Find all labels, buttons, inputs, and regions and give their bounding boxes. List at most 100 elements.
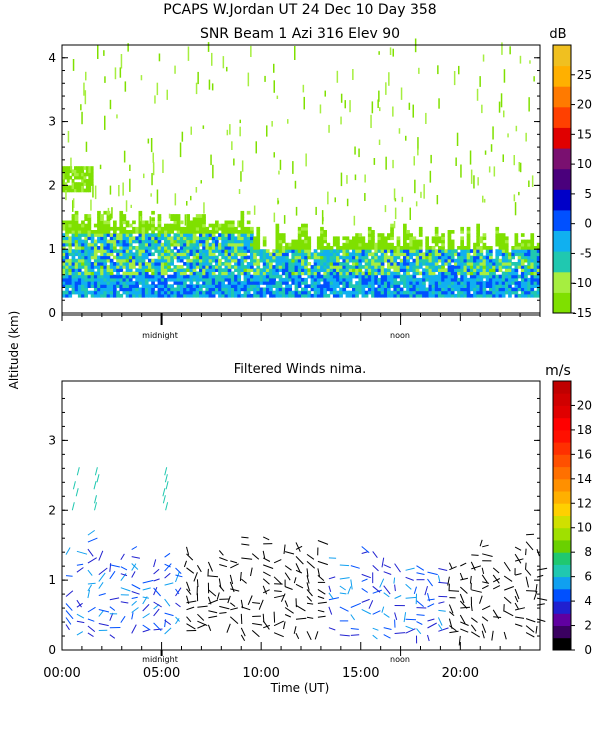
snr-cell	[377, 262, 382, 266]
snr-cell	[527, 290, 531, 295]
snr-cell	[97, 258, 101, 263]
snr-cell	[250, 239, 254, 244]
snr-cell	[202, 274, 206, 279]
snr-cell	[438, 268, 442, 272]
snr-cell	[205, 236, 210, 241]
wind-barb	[492, 567, 500, 574]
wind-barb	[427, 592, 431, 602]
wind-barb	[283, 621, 286, 630]
snr-cell	[154, 242, 159, 247]
snr-cell	[119, 210, 124, 215]
snr-cell	[524, 255, 528, 260]
snr-cell	[76, 175, 80, 180]
wind-barb	[109, 634, 116, 639]
snr-cell	[307, 274, 312, 279]
snr-cell	[71, 284, 76, 288]
snr-cell	[256, 246, 261, 250]
snr-cell	[195, 249, 200, 253]
snr-cell	[167, 239, 171, 244]
wind-barb	[372, 627, 379, 631]
snr-cell	[361, 287, 366, 292]
snr-cell	[78, 172, 82, 177]
snr-cell	[81, 252, 85, 257]
snr-cell	[304, 293, 308, 298]
snr-cell	[138, 281, 143, 285]
wind-barb	[447, 576, 450, 586]
snr-cell	[524, 249, 528, 253]
snr-cell	[291, 252, 296, 257]
snr-cell	[68, 242, 73, 247]
wind-barb	[131, 596, 138, 599]
snr-cell	[119, 274, 124, 279]
snr-cell	[211, 290, 216, 295]
wind-barb	[186, 606, 195, 611]
wind-barb	[479, 539, 483, 547]
snr-cell	[387, 290, 391, 295]
wind-barb	[306, 582, 310, 591]
snr-cell	[495, 233, 500, 237]
snr-speck	[162, 159, 164, 173]
snr-cell	[199, 230, 203, 234]
snr-cell	[511, 287, 515, 292]
snr-cell	[97, 268, 101, 272]
snr-cell	[403, 281, 407, 285]
snr-speck	[247, 72, 250, 87]
snr-cell	[100, 287, 104, 292]
snr-cell	[62, 169, 65, 174]
snr-cell	[205, 226, 210, 231]
snr-cell	[195, 242, 200, 247]
snr-cell	[128, 249, 133, 253]
wind-barb	[295, 632, 300, 640]
snr-cell	[240, 255, 245, 260]
snr-cell	[77, 287, 82, 292]
snr-cell	[431, 246, 436, 250]
snr-speck	[456, 132, 459, 146]
snr-cell	[69, 175, 73, 180]
snr-cell	[501, 255, 506, 260]
wind-barb	[273, 632, 284, 638]
snr-cell	[160, 258, 165, 263]
snr-cell	[412, 281, 417, 285]
snr-cell	[524, 281, 528, 285]
snr-cell	[246, 242, 251, 247]
wind-barb-high	[165, 481, 169, 490]
snr-cell	[221, 268, 225, 272]
snr-cell	[498, 265, 503, 269]
snr-cell	[243, 258, 248, 263]
snr-speck	[195, 187, 198, 193]
snr-cell	[278, 246, 283, 250]
snr-cell	[536, 274, 541, 279]
snr-cell	[310, 255, 315, 260]
snr-cell	[434, 233, 439, 237]
snr-cell	[109, 258, 114, 263]
snr-cell	[377, 255, 382, 260]
wind-barb	[427, 598, 435, 601]
snr-cell	[272, 255, 276, 260]
snr-cell	[103, 249, 108, 253]
snr-cell	[294, 271, 299, 276]
snr-cell	[380, 239, 385, 244]
snr-cell	[530, 281, 535, 285]
snr-cell	[132, 265, 136, 269]
snr-cell	[234, 284, 238, 288]
wind-barb	[226, 623, 231, 633]
snr-cell	[479, 284, 484, 288]
snr-speck	[174, 193, 177, 206]
snr-cell	[81, 290, 85, 295]
snr-cell	[81, 255, 85, 260]
snr-cell	[65, 284, 69, 288]
wind-barb	[109, 570, 116, 580]
wind-barb	[492, 585, 501, 590]
snr-cell	[278, 249, 283, 253]
snr-cell	[179, 226, 184, 231]
wind-barb	[438, 627, 449, 632]
snr-cell	[215, 246, 219, 250]
winds-colorbar-swatch	[553, 417, 571, 431]
snr-cell	[265, 252, 270, 257]
wind-barb	[405, 596, 417, 599]
snr-cell	[224, 277, 229, 282]
snr-cell	[154, 265, 159, 269]
snr-speck	[119, 67, 122, 78]
snr-cell	[533, 271, 538, 276]
winds-colorbar-unit: m/s	[545, 363, 571, 379]
